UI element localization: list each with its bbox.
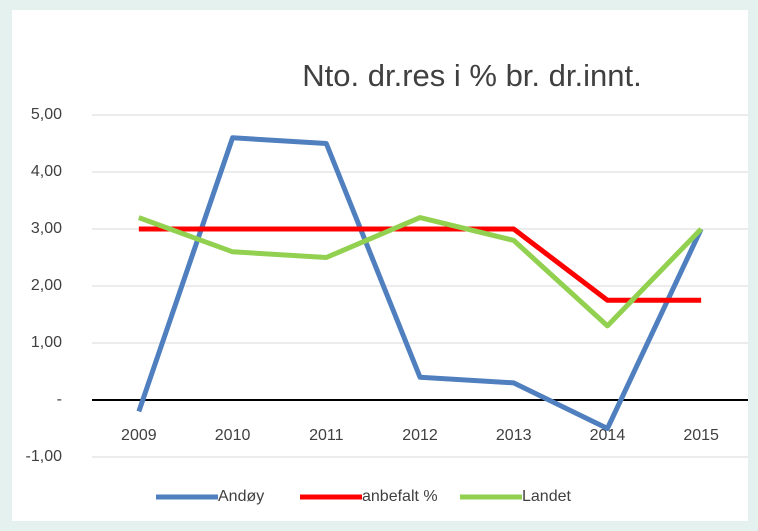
y-tick-label: 4,00 xyxy=(31,163,62,180)
series-line xyxy=(136,135,704,431)
legend-label: Andøy xyxy=(218,488,264,505)
panel xyxy=(12,10,748,521)
x-tick-label: 2010 xyxy=(215,427,251,444)
x-tick-label: 2014 xyxy=(590,427,626,444)
x-tick-label: 2009 xyxy=(121,427,157,444)
series-line xyxy=(138,226,702,303)
series-line xyxy=(137,215,703,329)
y-tick-label: - xyxy=(57,391,62,408)
y-tick-label: 3,00 xyxy=(31,220,62,237)
y-tick-label: 5,00 xyxy=(31,106,62,123)
x-tick-label: 2013 xyxy=(496,427,532,444)
y-tick-label: -1,00 xyxy=(26,448,63,465)
chart-title: Nto. dr.res i % br. dr.innt. xyxy=(302,58,641,93)
x-tick-label: 2011 xyxy=(309,427,344,444)
legend-label: anbefalt % xyxy=(362,488,438,505)
legend-label: Landet xyxy=(522,488,571,505)
x-tick-label: 2012 xyxy=(402,427,438,444)
x-tick-label: 2015 xyxy=(683,427,719,444)
y-tick-label: 1,00 xyxy=(31,334,62,351)
y-tick-label: 2,00 xyxy=(31,277,62,294)
